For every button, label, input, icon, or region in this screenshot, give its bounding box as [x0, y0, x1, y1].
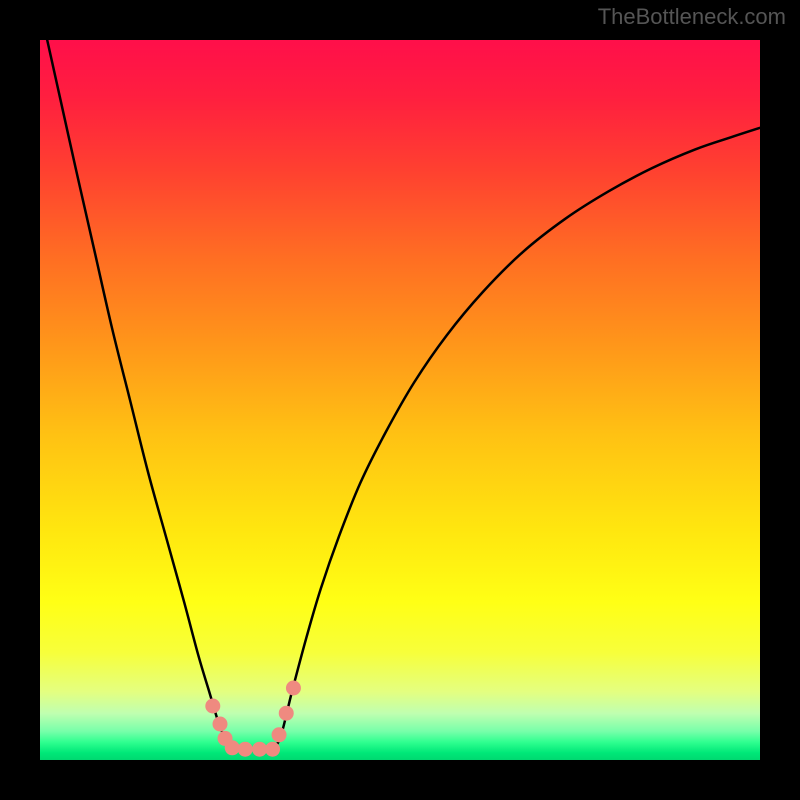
- chart-plot-area: [40, 40, 760, 760]
- watermark-text: TheBottleneck.com: [598, 4, 786, 30]
- marker-dot: [253, 742, 267, 756]
- marker-dot: [225, 741, 239, 755]
- marker-dot: [272, 728, 286, 742]
- marker-dot: [238, 742, 252, 756]
- marker-dot: [206, 699, 220, 713]
- marker-dot: [213, 717, 227, 731]
- marker-dot: [279, 706, 293, 720]
- gradient-background: [40, 40, 760, 760]
- marker-dot: [266, 742, 280, 756]
- chart-svg: [40, 40, 760, 760]
- marker-dot: [286, 681, 300, 695]
